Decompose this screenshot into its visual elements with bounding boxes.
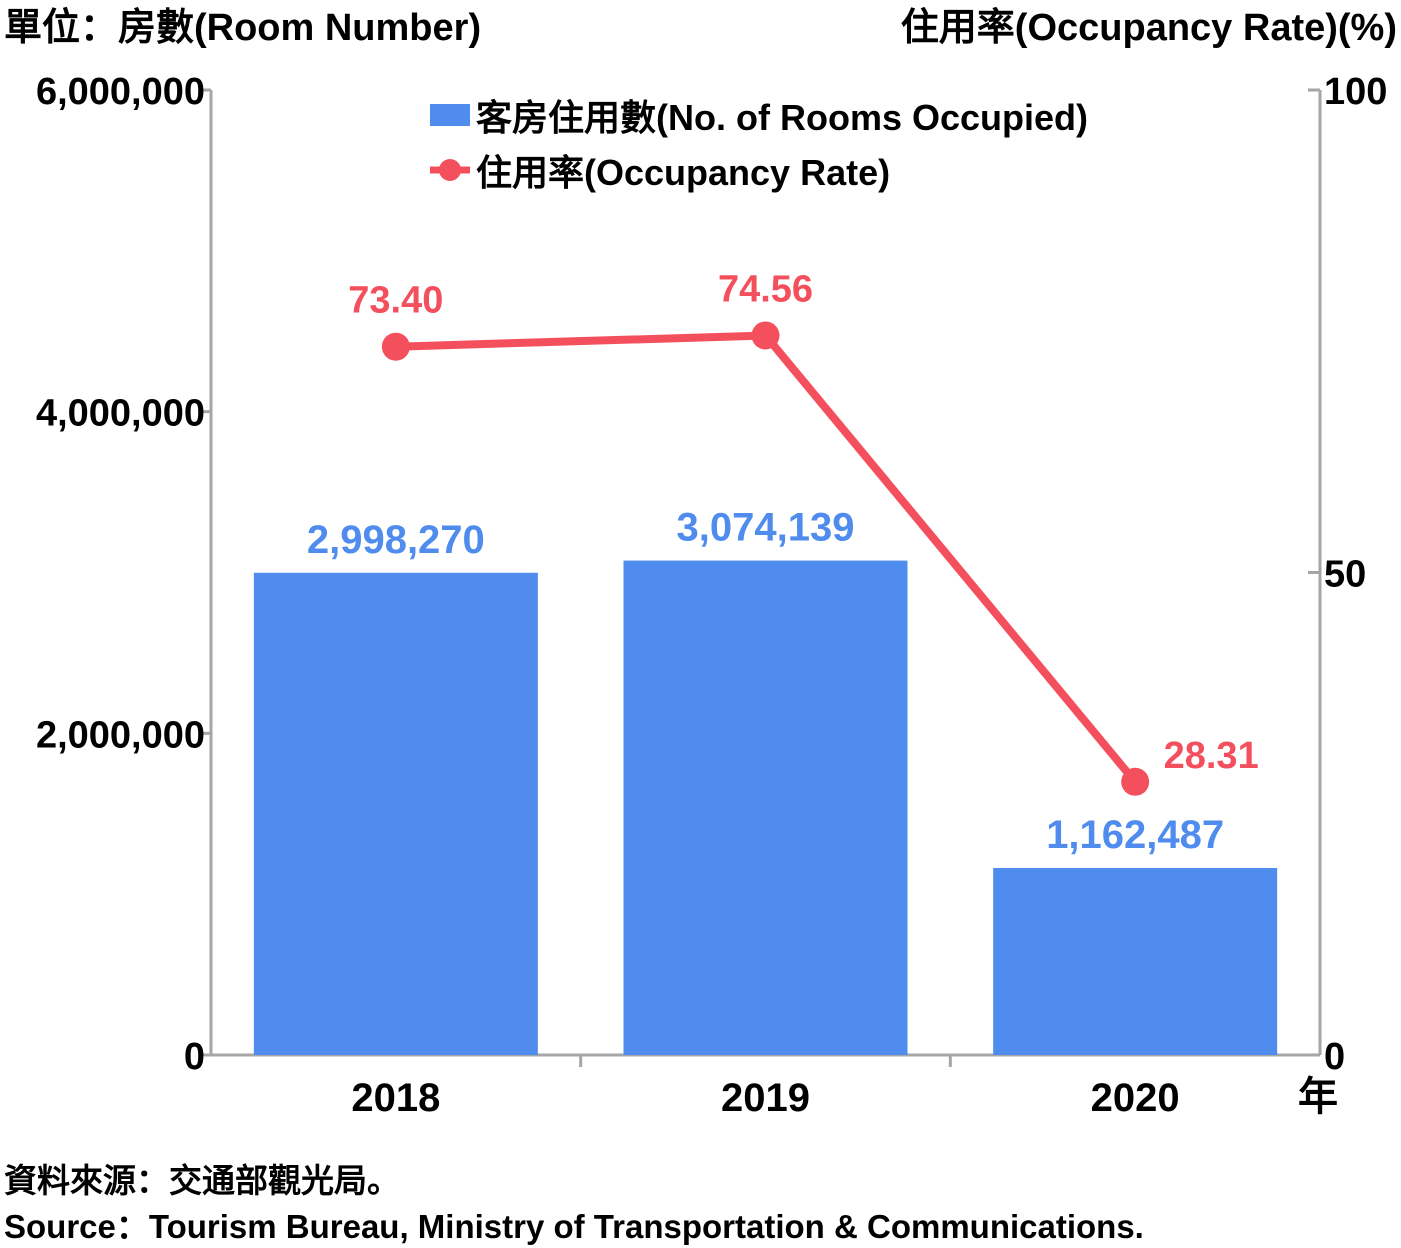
source-note-en: Source：Tourism Bureau, Ministry of Trans… [4,1208,1144,1245]
x-unit-label: 年 [1298,1075,1338,1119]
right-axis-ticks: 0 50 100 [1308,71,1387,1078]
legend-bar-swatch [430,104,470,126]
right-tick-label: 100 [1324,71,1387,113]
bar [623,560,908,1055]
right-tick-label: 0 [1324,1036,1345,1078]
bar-value-label: 1,162,487 [1046,813,1224,857]
right-tick-label: 50 [1324,554,1366,596]
rate-point [1121,767,1150,796]
rate-point [751,321,780,350]
legend-bar-label: 客房住用數(No. of Rooms Occupied) [476,97,1088,138]
left-tick-label: 4,000,000 [36,393,205,435]
rate-point [381,332,410,361]
bar-series: 2,998,270 3,074,139 1,162,487 [253,506,1278,1055]
x-category-label: 2019 [721,1076,810,1120]
left-axis-title: 單位：房數(Room Number) [4,7,481,49]
legend-line-marker [439,159,461,181]
left-tick-label: 0 [184,1036,205,1078]
x-category-label: 2018 [351,1076,440,1120]
rate-value-label: 28.31 [1164,735,1259,777]
rate-value-label: 74.56 [718,268,813,310]
source-note-zh: 資料來源：交通部觀光局。 [4,1162,400,1199]
bar-value-label: 3,074,139 [677,506,855,550]
x-axis-ticks: 2018 2019 2020 [351,1055,1180,1120]
left-tick-label: 2,000,000 [36,714,205,756]
rate-series: 73.40 74.56 28.31 [348,268,1259,796]
right-axis-title: 住用率(Occupancy Rate)(%) [901,7,1397,49]
legend: 客房住用數(No. of Rooms Occupied) 住用率(Occupan… [430,97,1088,193]
chart: 單位：房數(Room Number) 住用率(Occupancy Rate)(%… [4,7,1397,1120]
x-category-label: 2020 [1091,1076,1180,1120]
rate-value-label: 73.40 [348,280,443,322]
left-axis-ticks: 0 2,000,000 4,000,000 6,000,000 [36,71,211,1078]
bar [993,868,1278,1055]
left-tick-label: 6,000,000 [36,71,205,113]
legend-line-label: 住用率(Occupancy Rate) [476,152,890,193]
bar-value-label: 2,998,270 [307,518,485,562]
bar [253,572,538,1055]
